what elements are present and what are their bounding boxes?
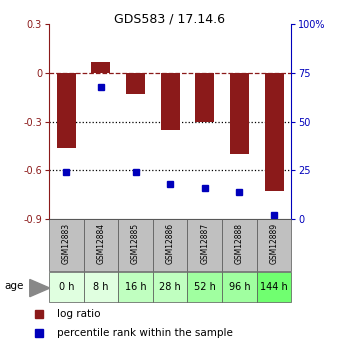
Text: log ratio: log ratio: [57, 309, 101, 319]
Bar: [49, 219, 83, 271]
Text: GSM12883: GSM12883: [62, 223, 71, 264]
Bar: [126, 73, 145, 94]
Text: 8 h: 8 h: [93, 282, 109, 292]
Bar: [83, 272, 118, 302]
Bar: [188, 272, 222, 302]
Text: GSM12884: GSM12884: [96, 223, 105, 264]
Text: GSM12889: GSM12889: [269, 223, 279, 264]
Text: percentile rank within the sample: percentile rank within the sample: [57, 328, 233, 338]
Text: 96 h: 96 h: [228, 282, 250, 292]
Bar: [153, 219, 188, 271]
Bar: [230, 73, 249, 154]
Text: age: age: [4, 282, 24, 291]
Text: 28 h: 28 h: [159, 282, 181, 292]
Bar: [83, 219, 118, 271]
Bar: [222, 272, 257, 302]
Text: 16 h: 16 h: [125, 282, 146, 292]
Polygon shape: [30, 279, 50, 297]
Bar: [153, 272, 188, 302]
Bar: [222, 219, 257, 271]
Bar: [257, 272, 291, 302]
Bar: [257, 219, 291, 271]
Bar: [161, 73, 180, 130]
Bar: [195, 73, 214, 122]
Bar: [118, 219, 153, 271]
Text: 144 h: 144 h: [260, 282, 288, 292]
Bar: [265, 73, 284, 191]
Bar: [188, 219, 222, 271]
Text: GSM12888: GSM12888: [235, 223, 244, 264]
Text: GSM12886: GSM12886: [166, 223, 175, 264]
Text: 52 h: 52 h: [194, 282, 216, 292]
Bar: [49, 272, 83, 302]
Bar: [57, 73, 76, 148]
Bar: [118, 272, 153, 302]
Text: GDS583 / 17.14.6: GDS583 / 17.14.6: [114, 12, 224, 25]
Bar: [91, 61, 111, 73]
Text: GSM12885: GSM12885: [131, 223, 140, 264]
Text: 0 h: 0 h: [58, 282, 74, 292]
Text: GSM12887: GSM12887: [200, 223, 209, 264]
